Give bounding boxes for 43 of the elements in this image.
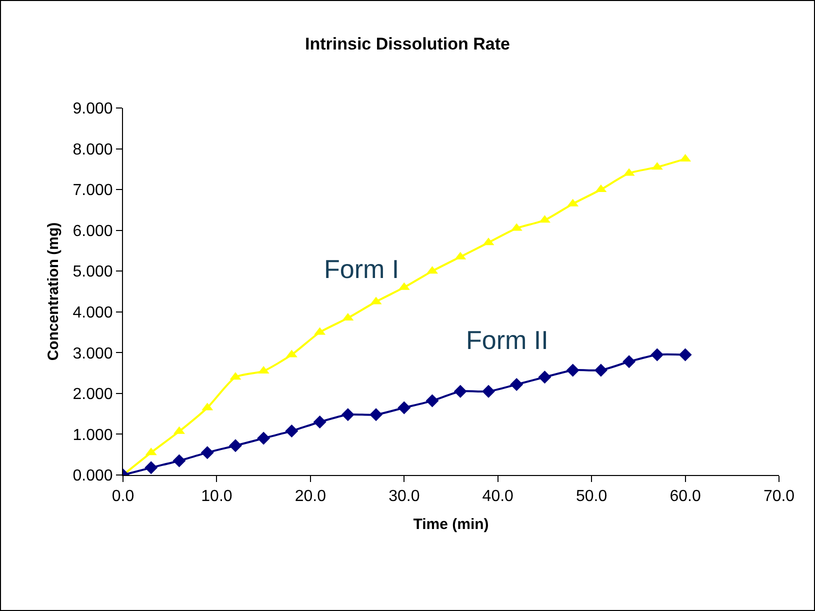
point: [228, 439, 242, 452]
x-tick-label: 40.0: [482, 488, 514, 506]
y-tick-label: 7.000: [72, 182, 113, 200]
point: [285, 424, 298, 438]
y-tick-label: 8.000: [72, 141, 113, 158]
y-tick-label: 6.000: [72, 222, 113, 240]
point: [454, 384, 467, 398]
y-tick-label: 0.000: [72, 468, 113, 485]
x-tick-label: 20.0: [294, 488, 326, 506]
series-label: Form II: [466, 325, 548, 355]
y-axis-title: Concentration (mg): [45, 222, 62, 361]
x-tick-label: 70.0: [763, 488, 795, 506]
y-tick-label: 2.000: [72, 386, 113, 404]
point: [172, 454, 186, 468]
series-label: Form I: [324, 254, 400, 284]
x-tick-label: 60.0: [670, 488, 701, 506]
point: [426, 394, 439, 408]
y-tick-label: 9.000: [72, 100, 113, 118]
y-tick-label: 5.000: [72, 264, 113, 281]
point: [622, 355, 636, 368]
point: [370, 408, 383, 422]
y-tick-label: 1.000: [72, 426, 113, 444]
point: [510, 378, 524, 391]
y-tick-label: 4.000: [72, 304, 113, 322]
y-tick-label: 3.000: [72, 345, 113, 362]
point: [538, 370, 552, 384]
point: [257, 432, 270, 445]
point: [341, 408, 354, 422]
chart-title: Intrinsic Dissolution Rate: [305, 34, 510, 54]
x-tick-label: 0.0: [112, 488, 134, 506]
point: [482, 384, 495, 398]
point: [594, 364, 608, 377]
point: [566, 364, 580, 377]
x-tick-label: 30.0: [388, 488, 420, 506]
point: [398, 401, 411, 414]
point: [650, 348, 664, 362]
x-tick-label: 50.0: [576, 488, 608, 506]
point: [313, 415, 326, 428]
point: [200, 446, 214, 460]
x-tick-label: 10.0: [201, 488, 232, 506]
point: [144, 461, 158, 474]
point: [678, 348, 692, 362]
x-axis-title: Time (min): [413, 516, 489, 534]
